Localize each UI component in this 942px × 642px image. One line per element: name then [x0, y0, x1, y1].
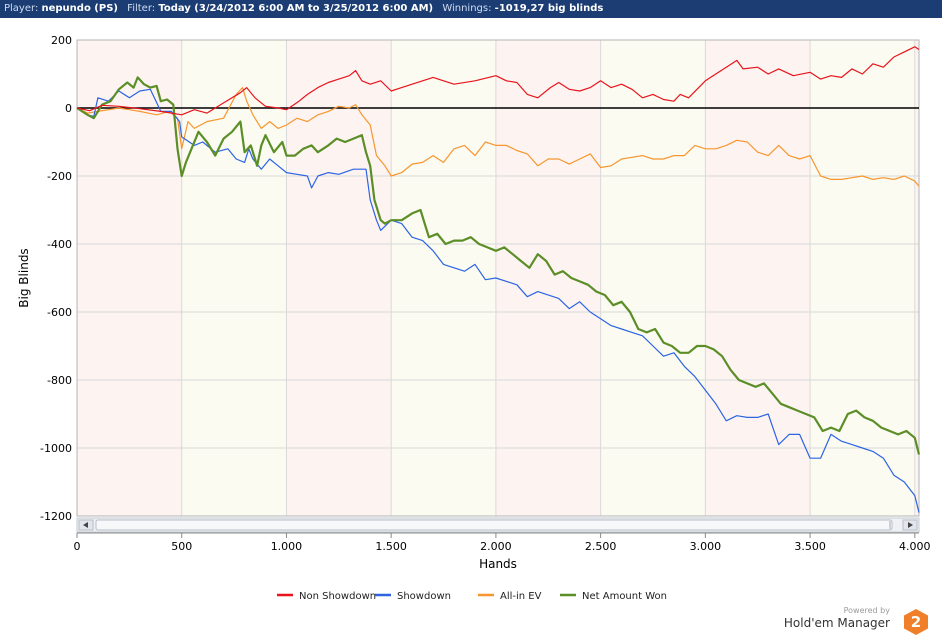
filter-value: Today (3/24/2012 6:00 AM to 3/25/2012 6:…	[158, 3, 434, 14]
x-tick-label: 2.000	[480, 540, 512, 553]
background-band	[181, 40, 287, 516]
x-axis-tick-labels: 0 500 1.000 1.500 2.000 2.500 3.000 3.500 4.000	[74, 533, 931, 553]
scroll-left-arrow-icon	[83, 522, 88, 528]
legend-label: Showdown	[397, 591, 451, 602]
y-tick-label: -1000	[40, 442, 72, 455]
x-tick-label: 500	[171, 540, 192, 553]
series-line-net-amount-won	[76, 76, 921, 455]
background-band	[914, 40, 919, 516]
player-label: Player:	[4, 3, 39, 14]
chart-grid	[76, 39, 920, 534]
background-band	[77, 40, 182, 516]
info-bar: Player: nepundo (PS) Filter: Today (3/24…	[0, 0, 942, 18]
player-value: nepundo (PS)	[41, 3, 118, 14]
y-tick-label: -1200	[40, 510, 72, 523]
x-tick-label: 3.000	[690, 540, 722, 553]
background-band	[705, 40, 811, 516]
hm2-badge-icon: 2	[904, 609, 928, 635]
legend-label: Non Showdown	[299, 591, 376, 602]
y-tick-label: -600	[47, 306, 72, 319]
y-tick-label: -800	[47, 374, 72, 387]
winnings-chart: 200 0 -200 -400 -600 -800 -1000 -1200 0 500 1.000…	[17, 34, 931, 602]
filter-label: Filter:	[127, 3, 156, 14]
plot-frame	[76, 39, 920, 517]
x-tick-label: 3.500	[794, 540, 826, 553]
scrollbar-thumb[interactable]	[95, 519, 893, 531]
x-tick-label: 4.000	[899, 540, 931, 553]
y-axis-title: Big Blinds	[17, 248, 31, 307]
y-tick-label: -200	[47, 170, 72, 183]
legend-label: All-in EV	[500, 591, 542, 602]
chart-background-bands	[77, 40, 919, 516]
background-band	[495, 40, 601, 516]
winnings-label: Winnings:	[442, 3, 492, 14]
x-tick-label: 2.500	[585, 540, 617, 553]
series-line-non-showdown	[76, 46, 920, 116]
y-tick-label: 200	[51, 34, 72, 47]
y-tick-label: -400	[47, 238, 72, 251]
brand-name: Hold'em Manager	[783, 616, 890, 630]
chart-legend: Non Showdown Showdown All-in EV Net Amount …	[277, 591, 667, 602]
background-band	[391, 40, 496, 516]
x-axis-title: Hands	[479, 557, 517, 571]
x-tick-label: 0	[74, 540, 81, 553]
y-axis-tick-labels: 200 0 -200 -400 -600 -800 -1000 -1200	[40, 34, 72, 523]
background-band	[810, 40, 915, 516]
powered-by-logo: Powered by Hold'em Manager 2	[784, 606, 928, 636]
background-band	[286, 40, 392, 516]
legend-label: Net Amount Won	[582, 591, 667, 602]
background-band	[600, 40, 706, 516]
series-line-showdown	[76, 88, 920, 513]
x-tick-label: 1.000	[271, 540, 303, 553]
x-tick-label: 1.500	[375, 540, 407, 553]
scroll-right-arrow-icon	[908, 522, 913, 528]
powered-by-label: Powered by	[843, 606, 890, 615]
series-line-all-in-ev	[76, 87, 920, 187]
horizontal-scrollbar[interactable]	[76, 517, 920, 533]
winnings-value: -1019,27 big blinds	[494, 3, 604, 14]
chart-series	[76, 46, 921, 513]
y-tick-label: 0	[65, 102, 72, 115]
